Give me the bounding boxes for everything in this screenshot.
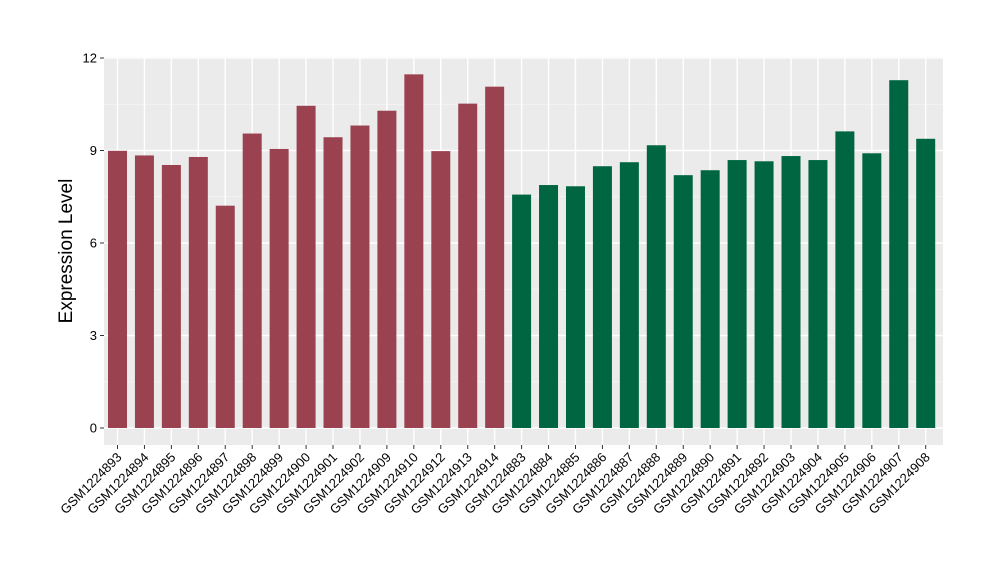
- bar-GSM1224890: [700, 170, 720, 428]
- bar-GSM1224910: [404, 74, 424, 428]
- bar-GSM1224906: [862, 153, 882, 428]
- bar-GSM1224904: [808, 160, 828, 428]
- x-axis: GSM1224893GSM1224894GSM1224895GSM1224896…: [57, 445, 933, 517]
- y-tick-label: 6: [90, 236, 97, 251]
- bar-GSM1224899: [269, 148, 289, 429]
- bar-GSM1224908: [916, 138, 936, 429]
- bar-GSM1224888: [646, 145, 666, 428]
- y-tick-label: 12: [83, 51, 97, 66]
- bar-GSM1224889: [673, 175, 693, 428]
- bar-GSM1224905: [835, 131, 855, 428]
- bar-GSM1224884: [539, 185, 559, 428]
- bar-GSM1224909: [377, 110, 397, 428]
- bar-GSM1224895: [161, 164, 181, 428]
- y-axis-title: Expression Level: [56, 179, 77, 324]
- bar-GSM1224902: [350, 125, 370, 429]
- bar-GSM1224891: [727, 160, 747, 428]
- bar-GSM1224912: [431, 151, 451, 428]
- bar-GSM1224900: [296, 105, 316, 429]
- bar-GSM1224887: [619, 162, 639, 428]
- bar-GSM1224886: [592, 166, 612, 428]
- bar-GSM1224897: [215, 205, 235, 428]
- y-axis: 0 3 6 9 12: [83, 51, 104, 436]
- bar-GSM1224903: [781, 156, 801, 429]
- bar-GSM1224913: [458, 103, 478, 428]
- bar-GSM1224898: [242, 133, 262, 428]
- y-tick-label: 3: [90, 328, 97, 343]
- y-tick-label: 9: [90, 143, 97, 158]
- bar-GSM1224907: [889, 80, 909, 428]
- y-tick-label: 0: [90, 421, 97, 436]
- bar-GSM1224885: [565, 186, 585, 428]
- bar-GSM1224883: [512, 194, 532, 428]
- bar-GSM1224896: [188, 156, 208, 428]
- bar-GSM1224901: [323, 137, 343, 428]
- bars: [108, 74, 936, 429]
- bar-GSM1224914: [485, 86, 505, 429]
- bar-GSM1224894: [134, 155, 154, 428]
- bar-GSM1224893: [108, 150, 127, 428]
- bar-GSM1224892: [754, 161, 774, 428]
